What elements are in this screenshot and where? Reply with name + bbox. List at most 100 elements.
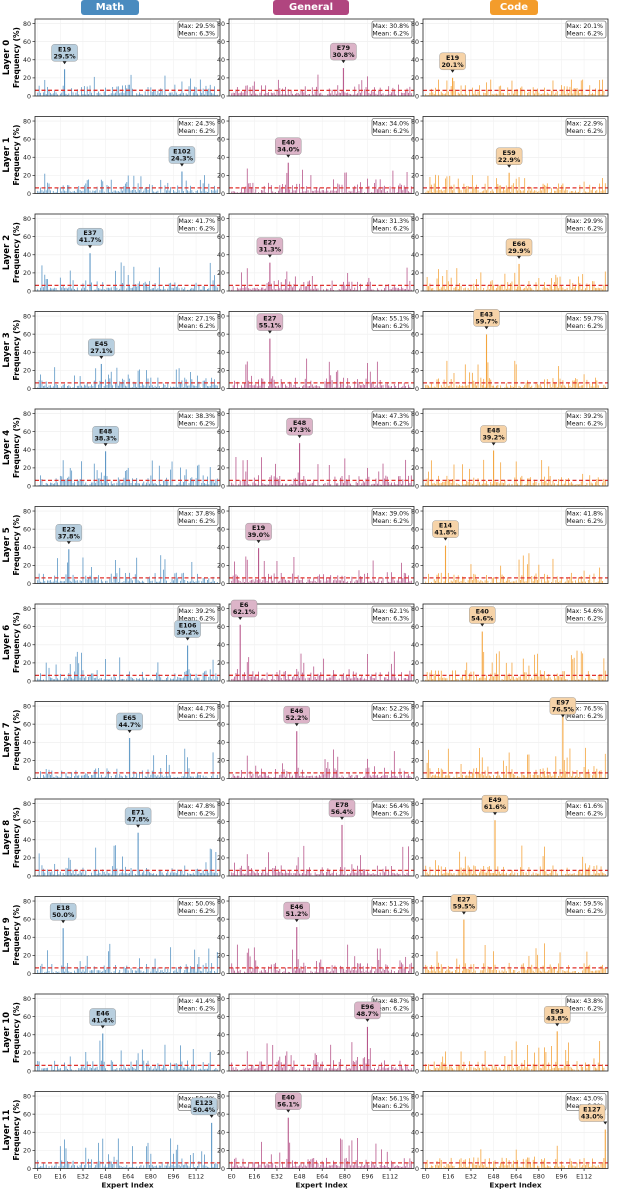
stats-max: Max: 27.1% (179, 316, 216, 323)
y-tick-label: 20 (23, 563, 31, 570)
y-tick-label: 0 (415, 288, 419, 295)
stats-box (565, 313, 607, 331)
layer-label: Layer 3 (2, 332, 12, 367)
plot-frame (422, 506, 609, 584)
y-tick-label: 0 (415, 483, 419, 490)
peak-arrow (294, 723, 299, 727)
peak-value-label: 62.1% (233, 608, 256, 616)
peak-arrow (267, 330, 272, 334)
stats-box (371, 800, 413, 819)
y-axis-label: Frequency (%) (12, 515, 21, 576)
y-tick-label: 40 (23, 545, 31, 552)
plot-frame (422, 116, 609, 194)
peak-expert-label: E27 (457, 896, 470, 904)
stats-max: Max: 20.1% (567, 23, 604, 30)
peak-value-label: 47.3% (288, 426, 311, 434)
stats-box (565, 118, 607, 136)
stats-mean: Mean: 6.2% (372, 713, 409, 720)
y-tick-label: 40 (411, 252, 419, 259)
stats-mean: Mean: 6.2% (178, 323, 215, 330)
peak-value-label: 56.4% (331, 808, 354, 816)
plot-frame (228, 311, 415, 389)
peak-value-label: 39.2% (177, 628, 200, 636)
stats-max: Max: 47.3% (373, 413, 410, 420)
y-tick-label: 20 (217, 563, 225, 570)
peak-arrow (450, 69, 455, 73)
y-tick-label: 40 (217, 155, 225, 162)
stats-mean: Mean: 6.2% (566, 908, 603, 915)
peak-arrow (341, 60, 346, 64)
stats-mean: Mean: 6.2% (178, 616, 215, 623)
stats-box (177, 800, 219, 819)
y-tick-label: 0 (415, 971, 419, 978)
peak-arrow (294, 919, 299, 923)
stats-max: Max: 22.9% (567, 121, 604, 128)
peak-arrow (297, 435, 302, 439)
y-tick-label: 20 (23, 465, 31, 472)
peak-value-label: 39.2% (482, 433, 505, 441)
y-tick-label: 40 (217, 447, 225, 454)
peak-expert-label: E27 (263, 315, 276, 323)
stats-mean: Mean: 6.2% (372, 323, 409, 330)
y-tick-label: 60 (23, 624, 31, 631)
peak-expert-label: E66 (512, 240, 526, 248)
stats-max: Max: 30.8% (373, 23, 410, 30)
stats-max: Max: 56.4% (373, 803, 410, 810)
stats-box (371, 215, 413, 234)
y-tick-label: 60 (23, 136, 31, 143)
peak-expert-label: E48 (293, 419, 307, 427)
y-tick-label: 40 (217, 837, 225, 844)
stats-mean: Mean: 6.2% (566, 421, 603, 428)
stats-max: Max: 44.7% (179, 706, 216, 713)
stats-max: Max: 50.0% (179, 901, 216, 908)
stats-box (177, 703, 219, 721)
y-tick-label: 0 (415, 191, 419, 198)
peak-value-label: 31.3% (259, 246, 282, 254)
stats-mean: Mean: 6.2% (178, 421, 215, 428)
stats-mean: Mean: 6.2% (178, 518, 215, 525)
peak-arrow (340, 816, 345, 820)
y-tick-label: 40 (217, 252, 225, 259)
plot-frame (34, 993, 221, 1072)
stats-max: Max: 39.2% (179, 608, 216, 615)
stats-max: Max: 29.9% (567, 218, 604, 225)
peak-value-label: 27.1% (90, 347, 113, 355)
layer-label: Layer 4 (2, 430, 12, 465)
stats-box (565, 605, 607, 624)
y-tick-label: 80 (217, 313, 225, 320)
stats-box (565, 215, 607, 234)
peak-arrow (286, 154, 291, 158)
stats-max: Max: 31.3% (373, 218, 410, 225)
stats-max: Max: 29.5% (179, 23, 216, 30)
y-tick-label: 60 (217, 234, 225, 241)
y-tick-label: 20 (217, 855, 225, 862)
plot-frame (228, 798, 415, 877)
y-tick-label: 60 (411, 234, 419, 241)
y-tick-label: 40 (23, 447, 31, 454)
peak-expert-label: E19 (252, 524, 266, 532)
stats-max: Max: 55.1% (373, 316, 410, 323)
y-tick-label: 60 (411, 916, 419, 923)
stats-max: Max: 38.3% (179, 413, 216, 420)
y-tick-label: 40 (411, 57, 419, 64)
column-title-code: Code (490, 0, 538, 15)
y-axis-label: Frequency (%) (12, 417, 21, 478)
stats-mean: Mean: 6.2% (566, 616, 603, 623)
peak-value-label: 38.3% (94, 434, 117, 442)
y-axis-label: Frequency (%) (12, 710, 21, 771)
stats-max: Max: 24.3% (179, 121, 216, 128)
stats-box (565, 20, 607, 39)
y-tick-label: 80 (411, 898, 419, 905)
peak-expert-label: E59 (503, 149, 517, 157)
peak-value-label: 59.7% (475, 317, 498, 325)
stats-box (177, 20, 219, 39)
